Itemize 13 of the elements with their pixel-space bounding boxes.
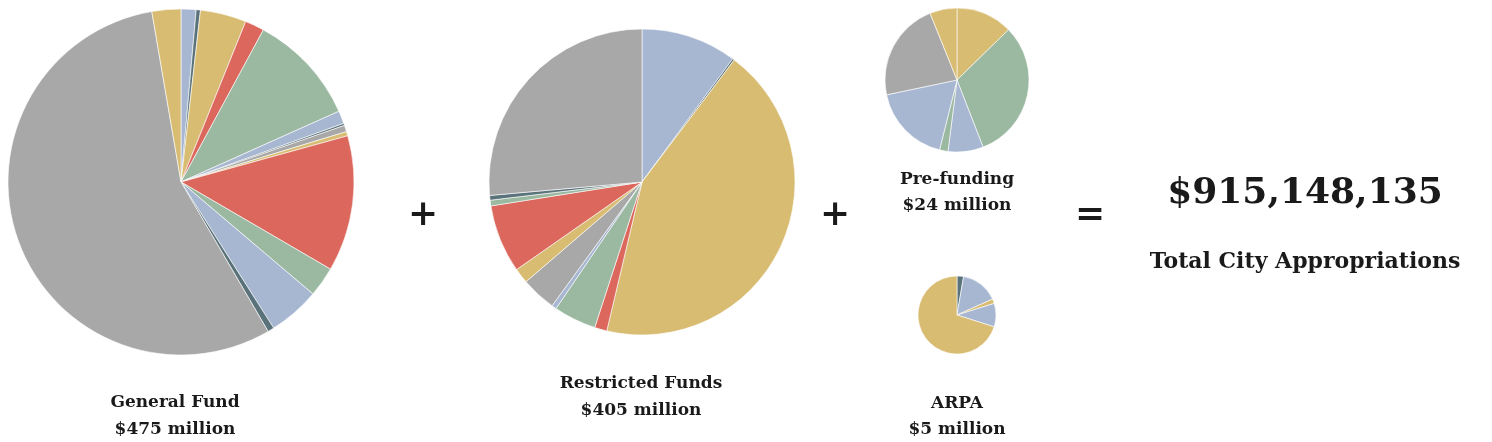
text: $24 million	[901, 193, 1013, 216]
text: $475 million	[113, 417, 237, 440]
text: Restricted Funds	[558, 371, 724, 394]
text: +	[818, 190, 852, 235]
text: =	[1073, 190, 1107, 235]
text: Total City Appropriations	[1148, 246, 1462, 274]
text: General Fund	[109, 390, 241, 413]
text: $405 million	[579, 398, 703, 421]
text: +	[406, 190, 440, 235]
text: $5 million	[907, 417, 1007, 440]
text: ARPA	[929, 391, 985, 414]
text: Pre-funding	[898, 167, 1016, 190]
text: $915,148,135	[1166, 168, 1444, 212]
